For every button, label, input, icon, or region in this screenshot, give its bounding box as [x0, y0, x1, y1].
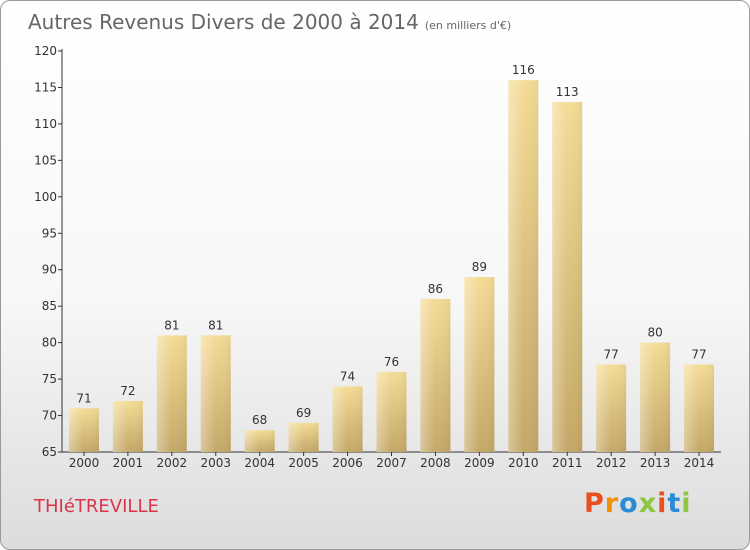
x-tick-label: 2011: [552, 456, 583, 470]
x-tick-label: 2007: [376, 456, 407, 470]
bar-shade-2011: [552, 102, 583, 452]
y-tick-label: 80: [42, 336, 57, 350]
bar-shade-2009: [464, 277, 495, 452]
bar-shade-2005: [288, 422, 319, 452]
logo-letter: P: [584, 488, 605, 519]
bar-value-label: 77: [691, 348, 706, 362]
y-tick-label: 65: [42, 445, 57, 459]
proxiti-logo: Proxiti: [584, 488, 692, 519]
bar-shade-2001: [112, 400, 143, 452]
x-tick-label: 2005: [288, 456, 319, 470]
y-tick-label: 120: [34, 44, 57, 58]
bar-shade-2006: [332, 386, 363, 452]
logo-letter: o: [619, 488, 639, 519]
logo-letter: r: [604, 488, 620, 519]
logo-letter: i: [681, 488, 692, 519]
y-tick-label: 105: [34, 153, 57, 167]
bar-shade-2004: [244, 430, 275, 452]
y-tick-label: 110: [34, 117, 57, 131]
bar-shade-2003: [200, 335, 231, 452]
bar-value-label: 86: [428, 282, 443, 296]
y-tick-label: 70: [42, 409, 57, 423]
bar-shade-2012: [596, 364, 627, 452]
x-tick-label: 2010: [508, 456, 539, 470]
x-tick-label: 2012: [596, 456, 627, 470]
bar-value-label: 74: [340, 369, 355, 383]
y-tick-label: 85: [42, 299, 57, 313]
bar-value-label: 76: [384, 355, 399, 369]
x-tick-label: 2009: [464, 456, 495, 470]
y-tick-label: 90: [42, 263, 57, 277]
bar-value-label: 89: [472, 260, 487, 274]
bar-shade-2007: [376, 371, 407, 452]
x-tick-label: 2003: [200, 456, 231, 470]
bar-value-label: 80: [647, 326, 662, 340]
x-tick-label: 2014: [684, 456, 715, 470]
bar-shade-2014: [684, 364, 715, 452]
bar-value-label: 69: [296, 406, 311, 420]
y-tick-label: 115: [34, 80, 57, 94]
y-tick-label: 75: [42, 372, 57, 386]
bar-value-label: 116: [512, 63, 535, 77]
bar-value-label: 113: [556, 85, 579, 99]
x-tick-label: 2004: [244, 456, 275, 470]
y-tick-label: 95: [42, 226, 57, 240]
bar-shade-2002: [156, 335, 187, 452]
bar-value-label: 71: [76, 391, 91, 405]
x-tick-label: 2006: [332, 456, 363, 470]
chart-title: Autres Revenus Divers de 2000 à 2014 (en …: [28, 10, 511, 34]
x-tick-label: 2000: [69, 456, 100, 470]
bar-value-label: 81: [164, 318, 179, 332]
x-tick-label: 2001: [113, 456, 144, 470]
logo-letter: i: [657, 488, 668, 519]
bar-value-label: 72: [120, 384, 135, 398]
bar-shade-2010: [508, 80, 539, 452]
bar-shade-2008: [420, 298, 451, 452]
x-tick-label: 2008: [420, 456, 451, 470]
town-name: THIéTREVILLE: [34, 496, 159, 517]
x-tick-label: 2002: [157, 456, 188, 470]
logo-letter: t: [667, 488, 682, 519]
bar-value-label: 68: [252, 413, 267, 427]
bar-value-label: 81: [208, 318, 223, 332]
chart-unit: (en milliers d'€): [424, 19, 512, 32]
bar-shade-2000: [68, 408, 99, 452]
chart-title-text: Autres Revenus Divers de 2000 à 2014: [28, 10, 419, 34]
bar-shade-2013: [640, 342, 671, 452]
logo-letter: x: [638, 488, 658, 519]
x-tick-label: 2013: [640, 456, 671, 470]
bar-value-label: 77: [604, 348, 619, 362]
y-tick-label: 100: [34, 190, 57, 204]
